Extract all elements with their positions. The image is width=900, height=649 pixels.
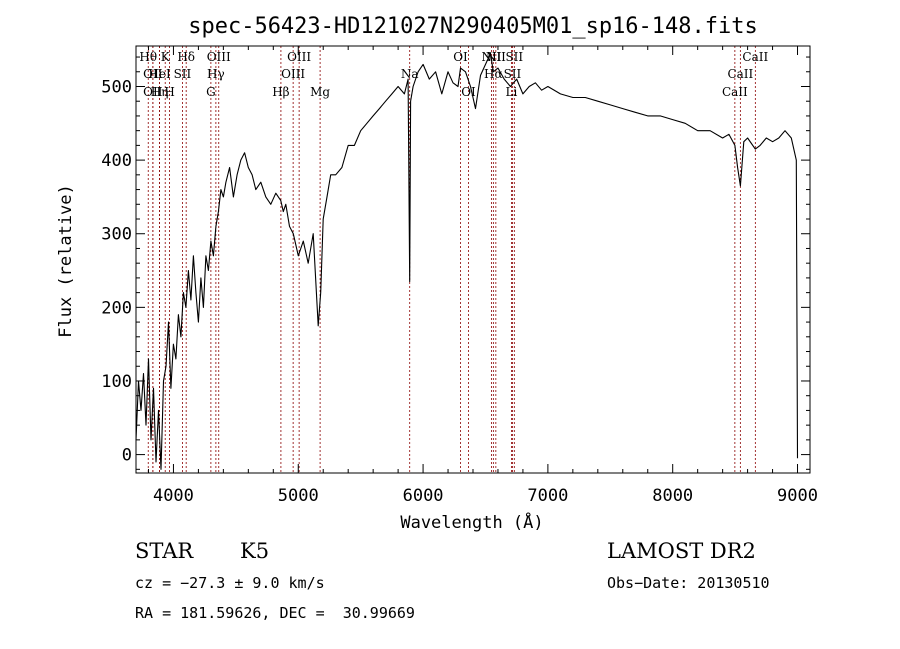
line-markers <box>147 46 756 473</box>
line-marker-label-17: OI <box>453 50 468 64</box>
line-marker-label-10: Hγ <box>207 67 225 81</box>
line-marker-label-1: OII <box>143 67 163 81</box>
x-tick-label-5: 9000 <box>777 486 818 506</box>
line-marker-label-15: Mg <box>310 85 330 99</box>
object-type: STAR <box>135 539 194 563</box>
line-marker-label-26: CaII <box>727 67 753 81</box>
chart-title: spec-56423-HD121027N290405M01_sp16-148.f… <box>188 14 758 39</box>
y-tick-label-4: 400 <box>101 151 132 171</box>
x-axis-label: Wavelength (Å) <box>400 511 543 533</box>
y-axis-ticks: 0 100 200 300 400 500 <box>101 56 810 470</box>
line-marker-label-11: OIII <box>207 50 231 64</box>
x-tick-label-1: 5000 <box>278 486 319 506</box>
line-marker-label-9: G <box>206 85 216 99</box>
line-marker-label-18: OI <box>461 85 476 99</box>
line-marker-label-14: OIII <box>287 50 311 64</box>
x-axis-ticks: 4000 5000 6000 7000 8000 9000 <box>147 46 818 506</box>
x-tick-label-2: 6000 <box>403 486 444 506</box>
plot-frame <box>135 45 811 474</box>
line-marker-label-16: Na <box>401 67 419 81</box>
y-axis-label: Flux (relative) <box>56 184 76 338</box>
redshift-cz: cz = −27.3 ± 9.0 km/s <box>135 574 325 592</box>
line-marker-label-3: Hη <box>151 85 169 99</box>
y-tick-label-3: 300 <box>101 225 132 245</box>
y-tick-label-0: 0 <box>122 446 132 466</box>
line-marker-label-22: Li <box>506 85 518 99</box>
object-subclass: K5 <box>240 539 270 563</box>
survey-name: LAMOST DR2 <box>607 539 756 563</box>
x-tick-label-0: 4000 <box>153 486 194 506</box>
line-marker-label-0: Hθ <box>139 50 157 64</box>
obs-date: Obs−Date: 20130510 <box>607 574 770 592</box>
line-marker-label-8: Hδ <box>177 50 195 64</box>
line-marker-label-20: Hα <box>484 67 503 81</box>
spectrum-line <box>135 52 799 470</box>
line-marker-label-12: Hβ <box>272 85 289 99</box>
line-marker-label-2: OII <box>143 85 163 99</box>
spectrum-line-group <box>135 52 799 470</box>
line-marker-labels: HθOIIOIIHηHeIKHSIIHδGHγOIIIHβOIIIOIIIMgN… <box>139 50 768 99</box>
line-marker-label-23: SII <box>504 67 522 81</box>
y-tick-label-2: 200 <box>101 298 132 318</box>
line-marker-label-24: SII <box>505 50 523 64</box>
coordinates: RA = 181.59626, DEC = 30.99669 <box>135 604 415 622</box>
line-marker-label-25: CaII <box>722 85 748 99</box>
x-tick-label-3: 7000 <box>527 486 568 506</box>
line-marker-label-6: H <box>164 85 174 99</box>
line-marker-label-13: OIII <box>281 67 305 81</box>
y-tick-label-5: 500 <box>101 77 132 97</box>
line-marker-label-7: SII <box>174 67 192 81</box>
line-marker-label-5: K <box>161 50 171 64</box>
x-tick-label-4: 8000 <box>652 486 693 506</box>
line-marker-label-4: HeI <box>148 67 171 81</box>
line-marker-label-27: CaII <box>742 50 768 64</box>
y-tick-label-1: 100 <box>101 372 132 392</box>
